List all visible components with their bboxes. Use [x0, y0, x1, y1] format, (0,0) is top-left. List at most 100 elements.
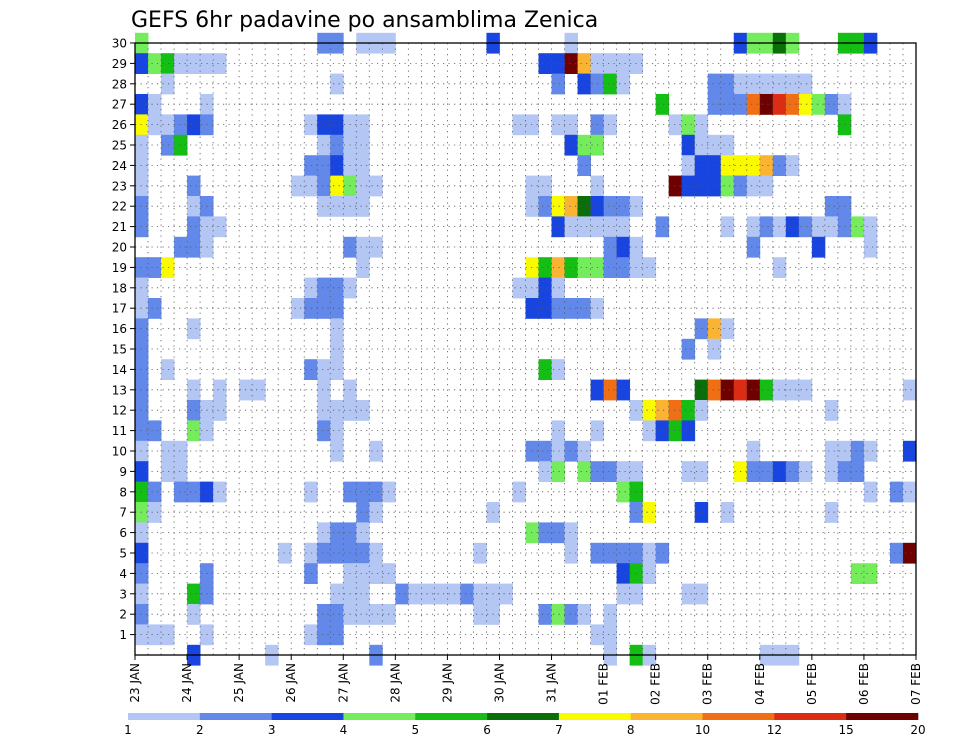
y-tick-label: 22 — [112, 200, 127, 214]
heatmap-cell — [525, 277, 539, 299]
y-tick-label: 28 — [112, 77, 127, 91]
heatmap-cell — [512, 114, 526, 136]
heatmap-cell — [135, 604, 149, 625]
heatmap-cell — [824, 400, 839, 421]
heatmap-cell — [707, 134, 722, 156]
heatmap-cell — [317, 155, 331, 176]
heatmap-cell — [187, 216, 201, 238]
heatmap-cell — [135, 196, 149, 217]
colorbar-swatch — [774, 713, 847, 720]
heatmap-cell — [512, 277, 526, 299]
x-tick-label: 01 FEB — [597, 663, 611, 705]
heatmap-cell — [642, 502, 657, 523]
heatmap-cell — [811, 216, 826, 238]
heatmap-cell — [187, 114, 201, 136]
heatmap-cell — [369, 440, 383, 462]
heatmap-cell — [616, 542, 631, 564]
heatmap-cell — [564, 522, 578, 544]
heatmap-cell — [330, 318, 344, 340]
y-tick-label: 11 — [112, 424, 127, 438]
heatmap-cell — [694, 400, 709, 421]
heatmap-cell — [759, 73, 774, 95]
heatmap-cell — [148, 94, 162, 115]
x-tick-label: 27 JAN — [336, 663, 350, 703]
heatmap-cell — [304, 277, 318, 299]
heatmap-cell — [668, 400, 683, 421]
heatmap-cell — [746, 175, 761, 197]
heatmap-cell — [577, 155, 591, 176]
heatmap-cell — [603, 379, 618, 401]
heatmap-cell — [330, 196, 344, 217]
colorbar: 1 2 3 4 5 6 7 8 10 12 15 20 — [124, 713, 926, 737]
heatmap-cell — [681, 583, 696, 605]
heatmap-cell — [330, 359, 344, 380]
y-tick-label: 4 — [119, 567, 127, 581]
heatmap-cell — [252, 379, 266, 401]
y-tick-label: 7 — [119, 506, 127, 520]
heatmap-cell — [616, 53, 631, 74]
heatmap-cell — [148, 298, 162, 319]
heatmap-cell — [616, 216, 631, 238]
heatmap-cell — [135, 155, 149, 176]
heatmap-cell — [889, 542, 904, 564]
y-tick-label: 19 — [112, 261, 127, 275]
heatmap-cell — [850, 563, 865, 584]
heatmap-cell — [616, 563, 631, 584]
heatmap-cell — [317, 277, 331, 299]
heatmap-cell — [174, 236, 188, 258]
x-tick-label: 23 JAN — [128, 663, 142, 703]
y-tick-label: 10 — [112, 445, 127, 459]
heatmap-cell — [694, 502, 709, 523]
y-tick-label: 17 — [112, 302, 127, 316]
heatmap-cell — [577, 73, 591, 95]
heatmap-cell — [135, 277, 149, 299]
heatmap-cell — [564, 604, 578, 625]
heatmap-cell — [473, 542, 487, 564]
heatmap-cell — [720, 175, 735, 197]
heatmap-cell — [187, 379, 201, 401]
heatmap-cell — [317, 298, 331, 319]
heatmap-cell — [668, 420, 683, 442]
heatmap-cell — [538, 522, 552, 544]
heatmap-cell — [863, 216, 878, 238]
heatmap-cell — [616, 196, 631, 217]
heatmap-cell — [551, 461, 565, 482]
heatmap-cell — [720, 73, 735, 95]
heatmap-cell — [824, 216, 839, 238]
heatmap-cell — [148, 53, 162, 74]
heatmap-cell — [551, 604, 565, 625]
y-tick-label: 21 — [112, 220, 127, 234]
heatmap-cell — [135, 359, 149, 380]
x-tick-label: 07 FEB — [909, 663, 923, 705]
heatmap-cell — [564, 298, 578, 319]
heatmap-cell — [603, 624, 618, 646]
heatmap-cell — [538, 440, 552, 462]
heatmap-cell — [291, 298, 305, 319]
colorbar-swatch — [487, 713, 560, 720]
heatmap-cell — [174, 440, 188, 462]
heatmap-cell — [174, 481, 188, 503]
x-tick-label: 24 JAN — [180, 663, 194, 703]
heatmap-cell — [148, 114, 162, 136]
heatmap-cell — [694, 175, 709, 197]
heatmap-cell — [668, 114, 683, 136]
heatmap-cell — [330, 175, 344, 197]
heatmap-cell — [135, 440, 149, 462]
colorbar-label: 6 — [483, 723, 491, 737]
heatmap-cell — [564, 196, 578, 217]
heatmap-cell — [304, 298, 318, 319]
heatmap-cell — [824, 502, 839, 523]
grid-lines — [135, 42, 916, 655]
y-tick-label: 6 — [119, 526, 127, 540]
heatmap-cell — [174, 53, 188, 74]
heatmap-cell — [720, 318, 735, 340]
heatmap-cell — [135, 134, 149, 156]
heatmap-cell — [564, 216, 578, 238]
heatmap-cell — [603, 461, 618, 482]
heatmap-cell — [317, 522, 331, 544]
heatmap-cell — [551, 53, 565, 74]
colorbar-swatch — [846, 713, 919, 720]
heatmap-cell — [538, 461, 552, 482]
heatmap-cell — [304, 155, 318, 176]
